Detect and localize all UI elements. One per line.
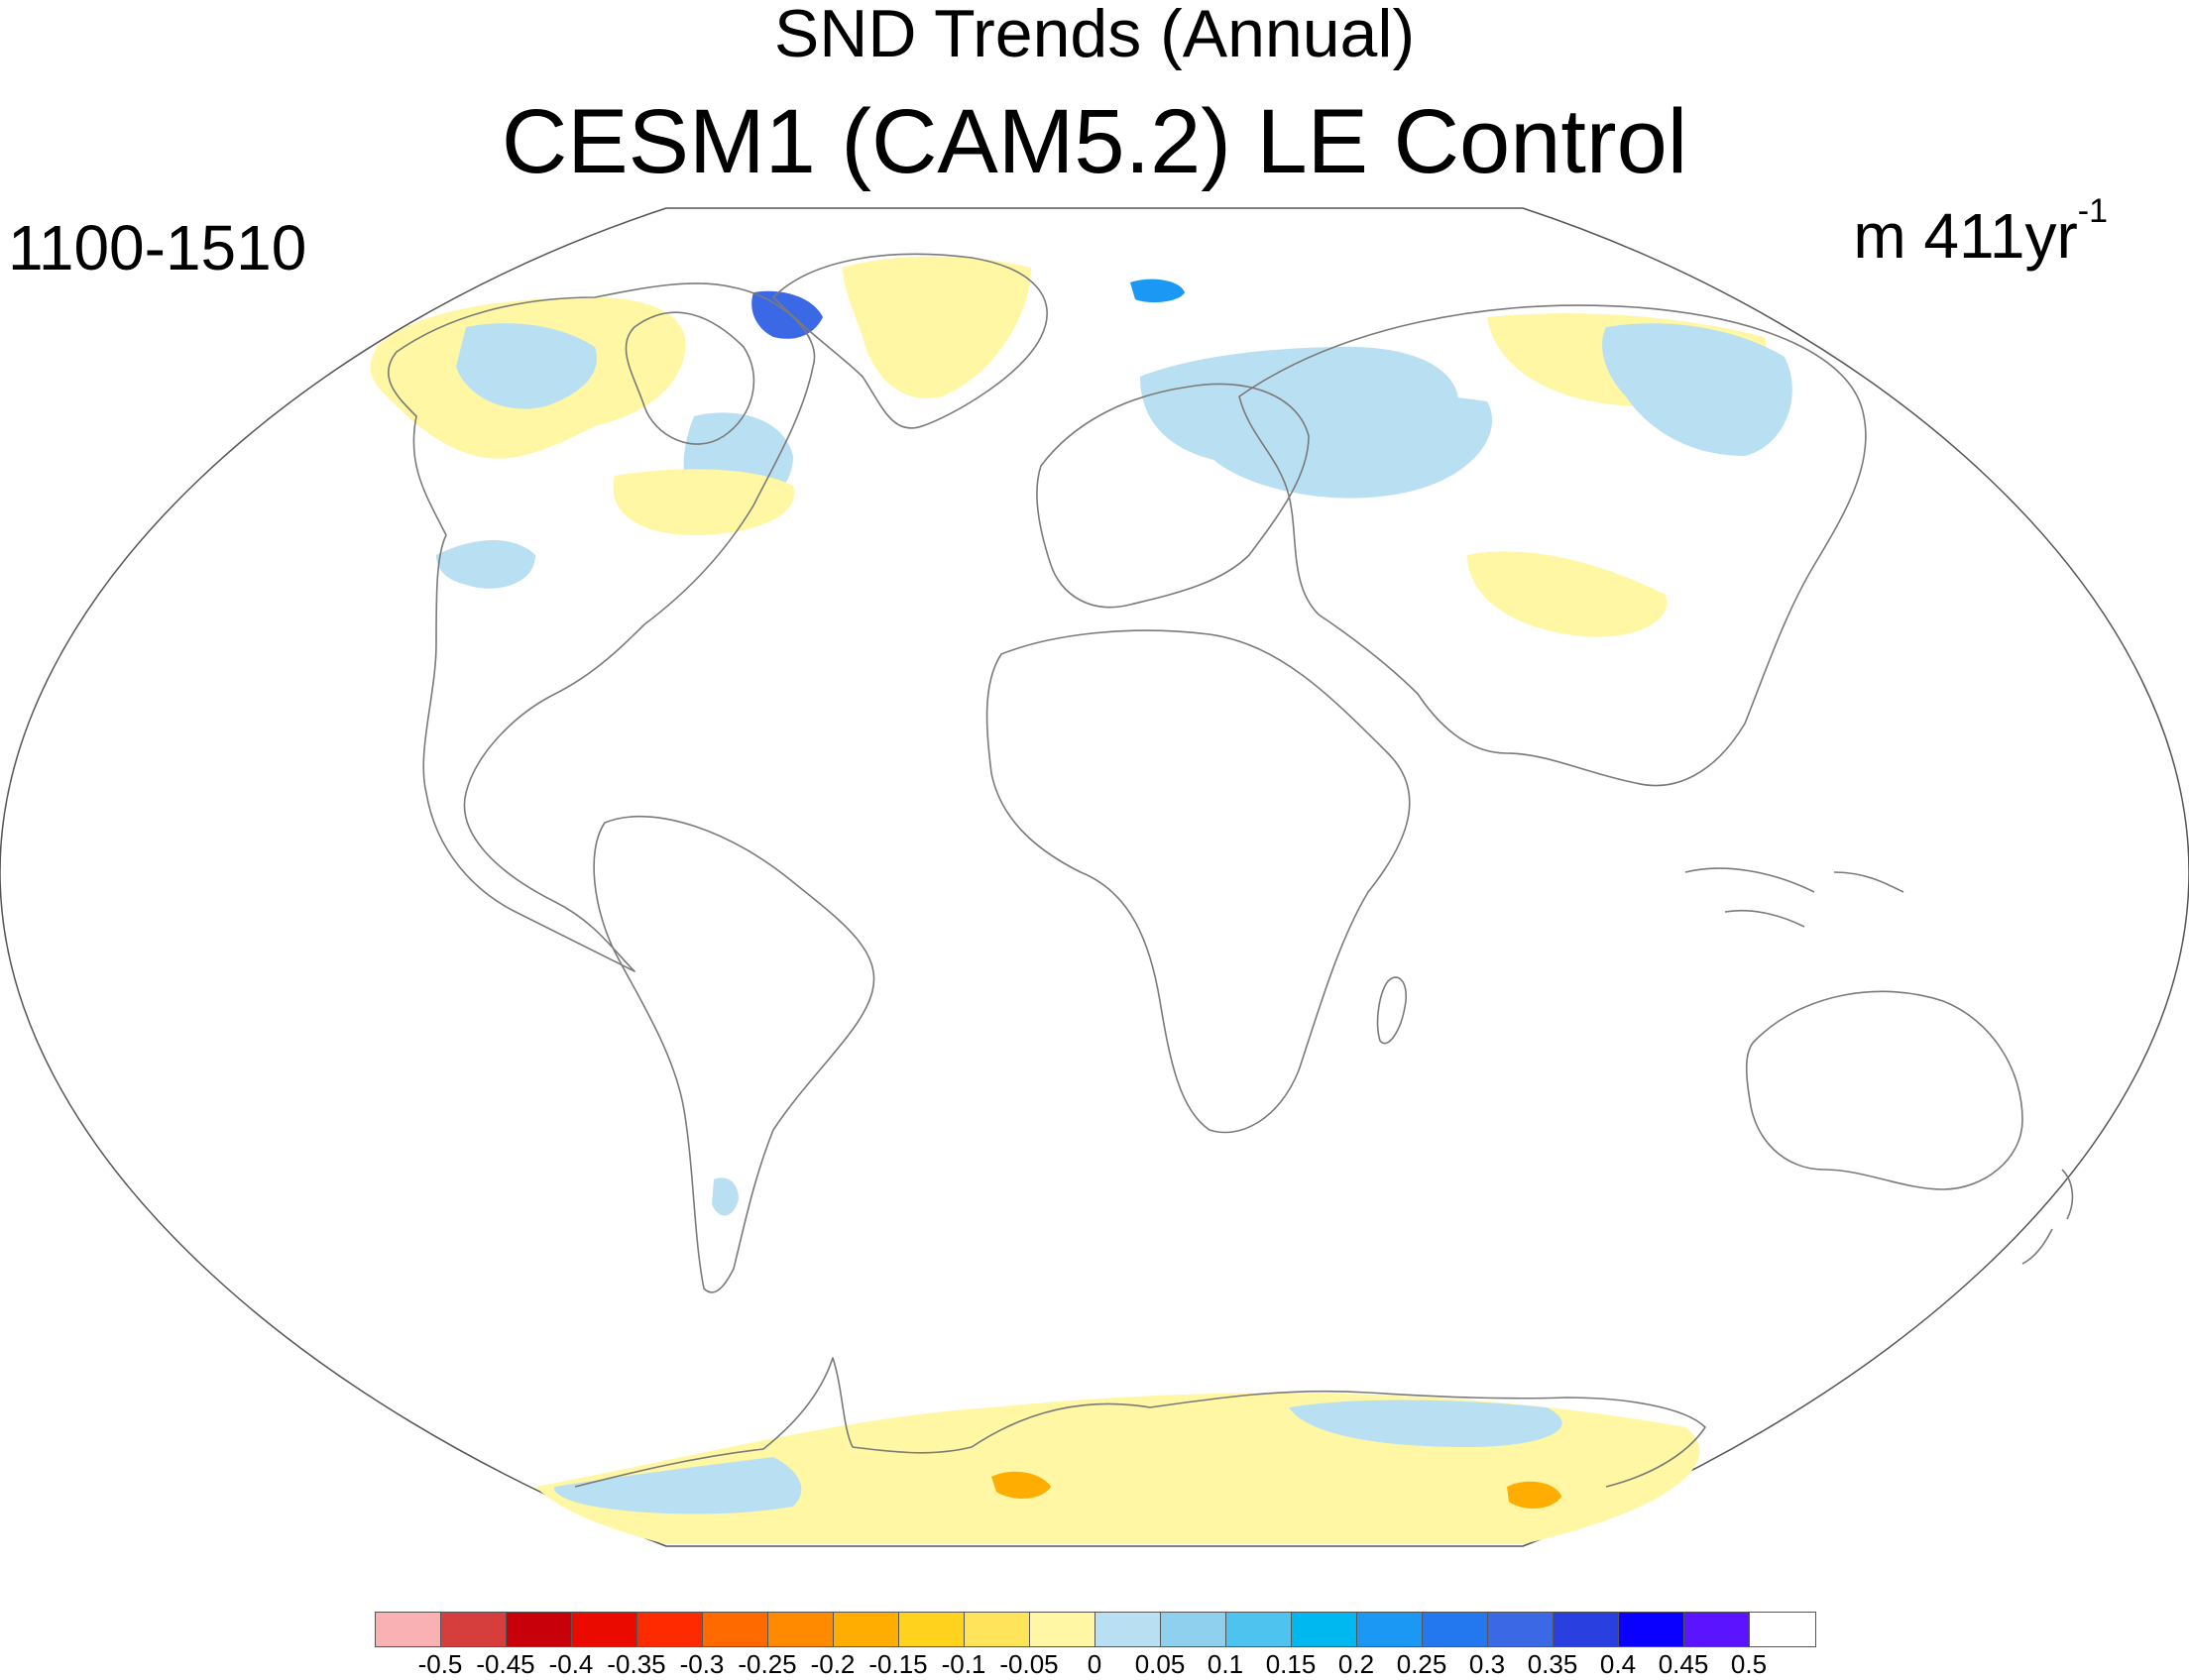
colorbar-tick-label: 0.4 — [1599, 1649, 1637, 1679]
colorbar-box — [834, 1613, 899, 1646]
map-frame — [0, 207, 2189, 1547]
colorbar-box — [1095, 1613, 1161, 1646]
figure-subtitle: SND Trends (Annual) — [773, 0, 1416, 71]
colorbar-box — [1554, 1613, 1619, 1646]
colorbar-box — [1488, 1613, 1554, 1646]
trend-region — [712, 1177, 739, 1216]
colorbar-tick-label: 0.05 — [1134, 1649, 1186, 1679]
colorbar-tick-label: 0.25 — [1396, 1649, 1447, 1679]
colorbar-tick-label: -0.1 — [941, 1649, 986, 1679]
colorbar-tick-label: -0.4 — [548, 1649, 594, 1679]
colorbar-tick-label: 0.45 — [1658, 1649, 1709, 1679]
colorbar-tick-label: 0.15 — [1265, 1649, 1317, 1679]
trend-region — [1507, 1481, 1561, 1509]
colorbar-tick-label: 0 — [1087, 1649, 1102, 1679]
colorbar-tick-label: -0.3 — [679, 1649, 725, 1679]
trend-region — [1204, 390, 1493, 499]
colorbar-tick-label: -0.25 — [738, 1649, 797, 1679]
period-label: 1100-1510 — [8, 212, 307, 283]
colorbar-tick-label: -0.45 — [476, 1649, 535, 1679]
trend-region — [1602, 323, 1792, 456]
colorbar-tick-label: -0.2 — [810, 1649, 856, 1679]
colorbar-tick-label: -0.15 — [868, 1649, 928, 1679]
trend-region — [1130, 279, 1185, 303]
colorbar-box — [1357, 1613, 1423, 1646]
trend-region — [843, 256, 1031, 398]
trend-region — [554, 1457, 802, 1514]
colorbar-box — [1684, 1613, 1750, 1646]
colorbar-box — [768, 1613, 834, 1646]
colorbar-box — [1750, 1613, 1815, 1646]
colorbar-box — [637, 1613, 703, 1646]
colorbar-tick-label: 0.2 — [1337, 1649, 1375, 1679]
colorbar-box — [1292, 1613, 1357, 1646]
colorbar-tick-label: -0.5 — [417, 1649, 463, 1679]
colorbar — [375, 1612, 1816, 1647]
world-map — [0, 207, 2189, 1547]
trend-region — [1289, 1400, 1562, 1447]
colorbar-box — [965, 1613, 1030, 1646]
colorbar-box — [572, 1613, 637, 1646]
snow-depth-trend-fill — [370, 256, 1792, 1544]
colorbar-box — [703, 1613, 768, 1646]
units-exponent: -1 — [2077, 192, 2108, 230]
units-label: m 411yr-1 — [1853, 194, 2108, 274]
colorbar-tick-label: 0.1 — [1207, 1649, 1244, 1679]
figure-title: CESM1 (CAM5.2) LE Control — [501, 91, 1688, 192]
trend-region — [1467, 551, 1668, 637]
trend-region — [436, 540, 535, 589]
colorbar-tick-label: 0.5 — [1730, 1649, 1768, 1679]
colorbar-tick-label: -0.05 — [999, 1649, 1059, 1679]
coastlines — [387, 253, 2074, 1488]
colorbar-box — [1423, 1613, 1488, 1646]
trend-region — [991, 1471, 1051, 1499]
units-base: m 411yr — [1853, 200, 2078, 272]
trend-region — [613, 469, 795, 535]
colorbar-box — [1030, 1613, 1095, 1646]
colorbar-tick-label: -0.35 — [607, 1649, 666, 1679]
trend-region — [456, 323, 597, 409]
colorbar-box — [899, 1613, 965, 1646]
colorbar-box — [1161, 1613, 1226, 1646]
colorbar-tick-label: 0.35 — [1527, 1649, 1578, 1679]
colorbar-box — [1619, 1613, 1684, 1646]
colorbar-tick-label: 0.3 — [1468, 1649, 1506, 1679]
colorbar-labels: -0.5 -0.45 -0.4 -0.35 -0.3 -0.25 -0.2 -0.15 -0.1… — [0, 1650, 2189, 1680]
colorbar-box — [376, 1613, 441, 1646]
colorbar-box — [441, 1613, 507, 1646]
colorbar-box — [1226, 1613, 1292, 1646]
colorbar-box — [507, 1613, 572, 1646]
